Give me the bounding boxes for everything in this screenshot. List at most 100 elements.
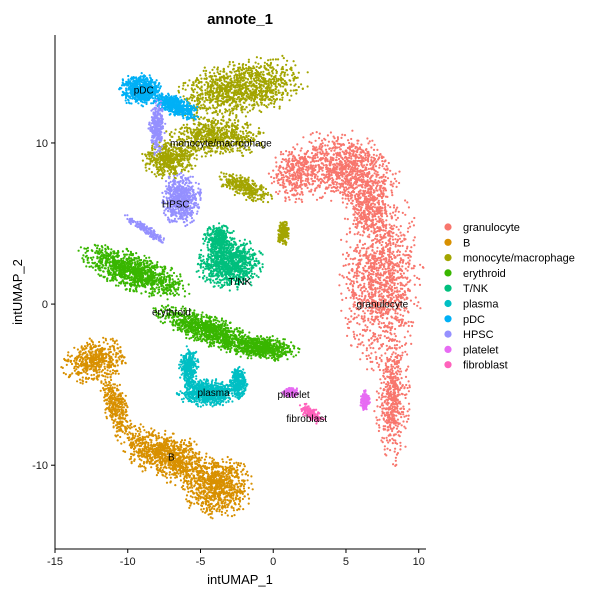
point bbox=[368, 233, 371, 236]
point bbox=[191, 450, 194, 453]
point bbox=[384, 168, 387, 171]
point bbox=[301, 163, 304, 167]
point bbox=[374, 198, 377, 201]
point bbox=[79, 358, 82, 361]
point bbox=[376, 184, 379, 187]
point bbox=[303, 161, 306, 164]
point bbox=[355, 146, 358, 149]
point bbox=[118, 397, 122, 400]
point bbox=[362, 176, 365, 179]
point bbox=[319, 151, 322, 154]
point bbox=[341, 274, 344, 277]
point bbox=[359, 259, 362, 262]
point bbox=[357, 286, 360, 289]
point bbox=[350, 309, 353, 313]
point bbox=[92, 343, 95, 346]
point bbox=[376, 272, 379, 275]
point bbox=[400, 370, 403, 373]
point bbox=[313, 169, 316, 172]
point bbox=[163, 440, 166, 443]
point bbox=[390, 225, 393, 228]
point bbox=[392, 182, 395, 185]
point bbox=[143, 429, 146, 432]
point bbox=[372, 181, 375, 184]
point bbox=[407, 320, 410, 323]
point bbox=[374, 252, 377, 255]
point bbox=[114, 414, 117, 417]
point bbox=[410, 342, 413, 345]
point bbox=[353, 312, 356, 315]
point bbox=[396, 431, 399, 434]
point bbox=[290, 151, 294, 154]
point bbox=[371, 273, 374, 276]
point bbox=[335, 173, 338, 176]
point bbox=[291, 187, 294, 190]
point bbox=[150, 450, 153, 453]
point bbox=[341, 158, 345, 161]
point bbox=[396, 282, 399, 285]
point bbox=[375, 390, 378, 393]
point bbox=[384, 175, 387, 179]
point bbox=[335, 171, 338, 174]
point bbox=[361, 157, 365, 160]
point bbox=[375, 263, 378, 266]
point bbox=[367, 273, 371, 277]
point bbox=[361, 192, 364, 195]
point bbox=[346, 287, 350, 290]
point bbox=[361, 334, 364, 337]
point bbox=[366, 175, 369, 178]
point bbox=[361, 341, 364, 344]
point bbox=[380, 381, 383, 385]
point bbox=[139, 423, 142, 426]
point bbox=[103, 399, 106, 402]
point bbox=[387, 286, 390, 289]
point bbox=[349, 168, 352, 171]
point bbox=[372, 226, 375, 229]
point bbox=[318, 132, 321, 135]
point bbox=[391, 398, 394, 401]
point bbox=[370, 279, 374, 282]
point bbox=[298, 193, 302, 196]
point bbox=[377, 256, 380, 260]
point bbox=[118, 405, 121, 408]
point bbox=[366, 207, 369, 210]
point bbox=[402, 314, 405, 317]
point bbox=[282, 178, 285, 181]
point bbox=[316, 156, 319, 159]
point bbox=[94, 345, 98, 348]
point bbox=[113, 348, 116, 351]
point bbox=[393, 282, 396, 285]
point bbox=[192, 456, 196, 459]
point bbox=[339, 185, 342, 188]
point bbox=[397, 235, 400, 238]
point bbox=[123, 441, 126, 444]
point bbox=[344, 264, 347, 267]
point bbox=[376, 246, 379, 249]
point bbox=[384, 224, 387, 227]
point bbox=[286, 191, 289, 195]
point bbox=[306, 177, 310, 180]
point bbox=[359, 358, 362, 361]
point bbox=[392, 403, 395, 406]
point bbox=[95, 365, 98, 368]
point bbox=[62, 371, 65, 375]
point bbox=[315, 198, 319, 201]
point bbox=[345, 158, 348, 161]
point bbox=[86, 372, 89, 376]
point bbox=[197, 453, 201, 456]
point bbox=[345, 251, 349, 254]
point bbox=[398, 294, 401, 297]
point bbox=[394, 245, 397, 248]
point bbox=[399, 308, 402, 311]
point bbox=[412, 321, 415, 324]
point bbox=[277, 192, 280, 195]
point bbox=[335, 189, 338, 192]
point bbox=[348, 147, 351, 150]
point bbox=[382, 330, 385, 333]
point bbox=[365, 199, 368, 203]
point bbox=[106, 363, 109, 366]
point bbox=[370, 230, 373, 233]
point bbox=[195, 443, 198, 446]
point bbox=[403, 336, 406, 339]
point bbox=[354, 216, 357, 219]
